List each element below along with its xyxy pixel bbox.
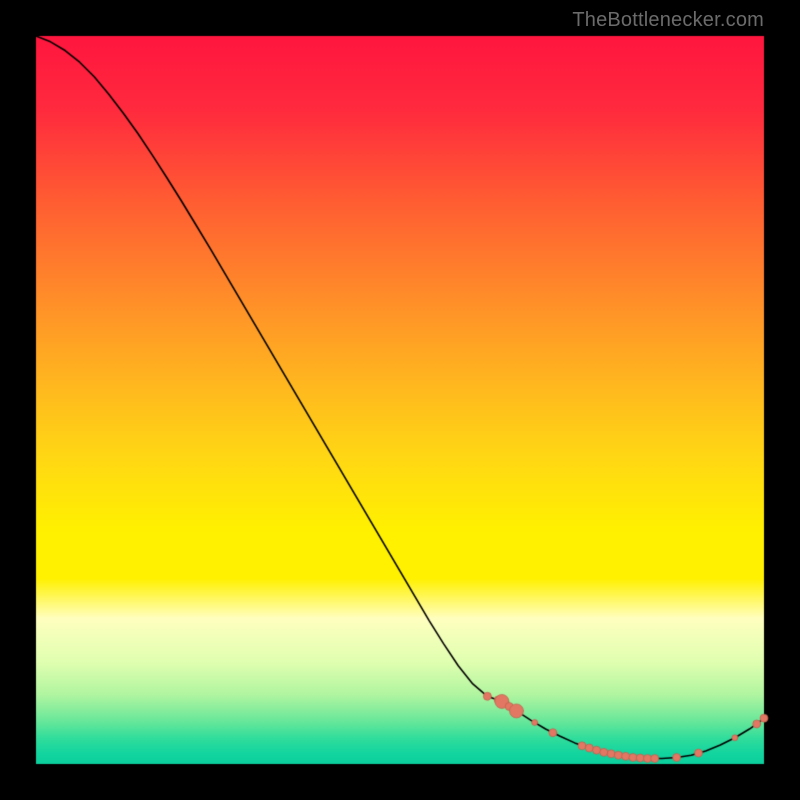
bottleneck-chart	[0, 0, 800, 800]
chart-stage: TheBottlenecker.com	[0, 0, 800, 800]
watermark-label: TheBottlenecker.com	[572, 9, 764, 32]
